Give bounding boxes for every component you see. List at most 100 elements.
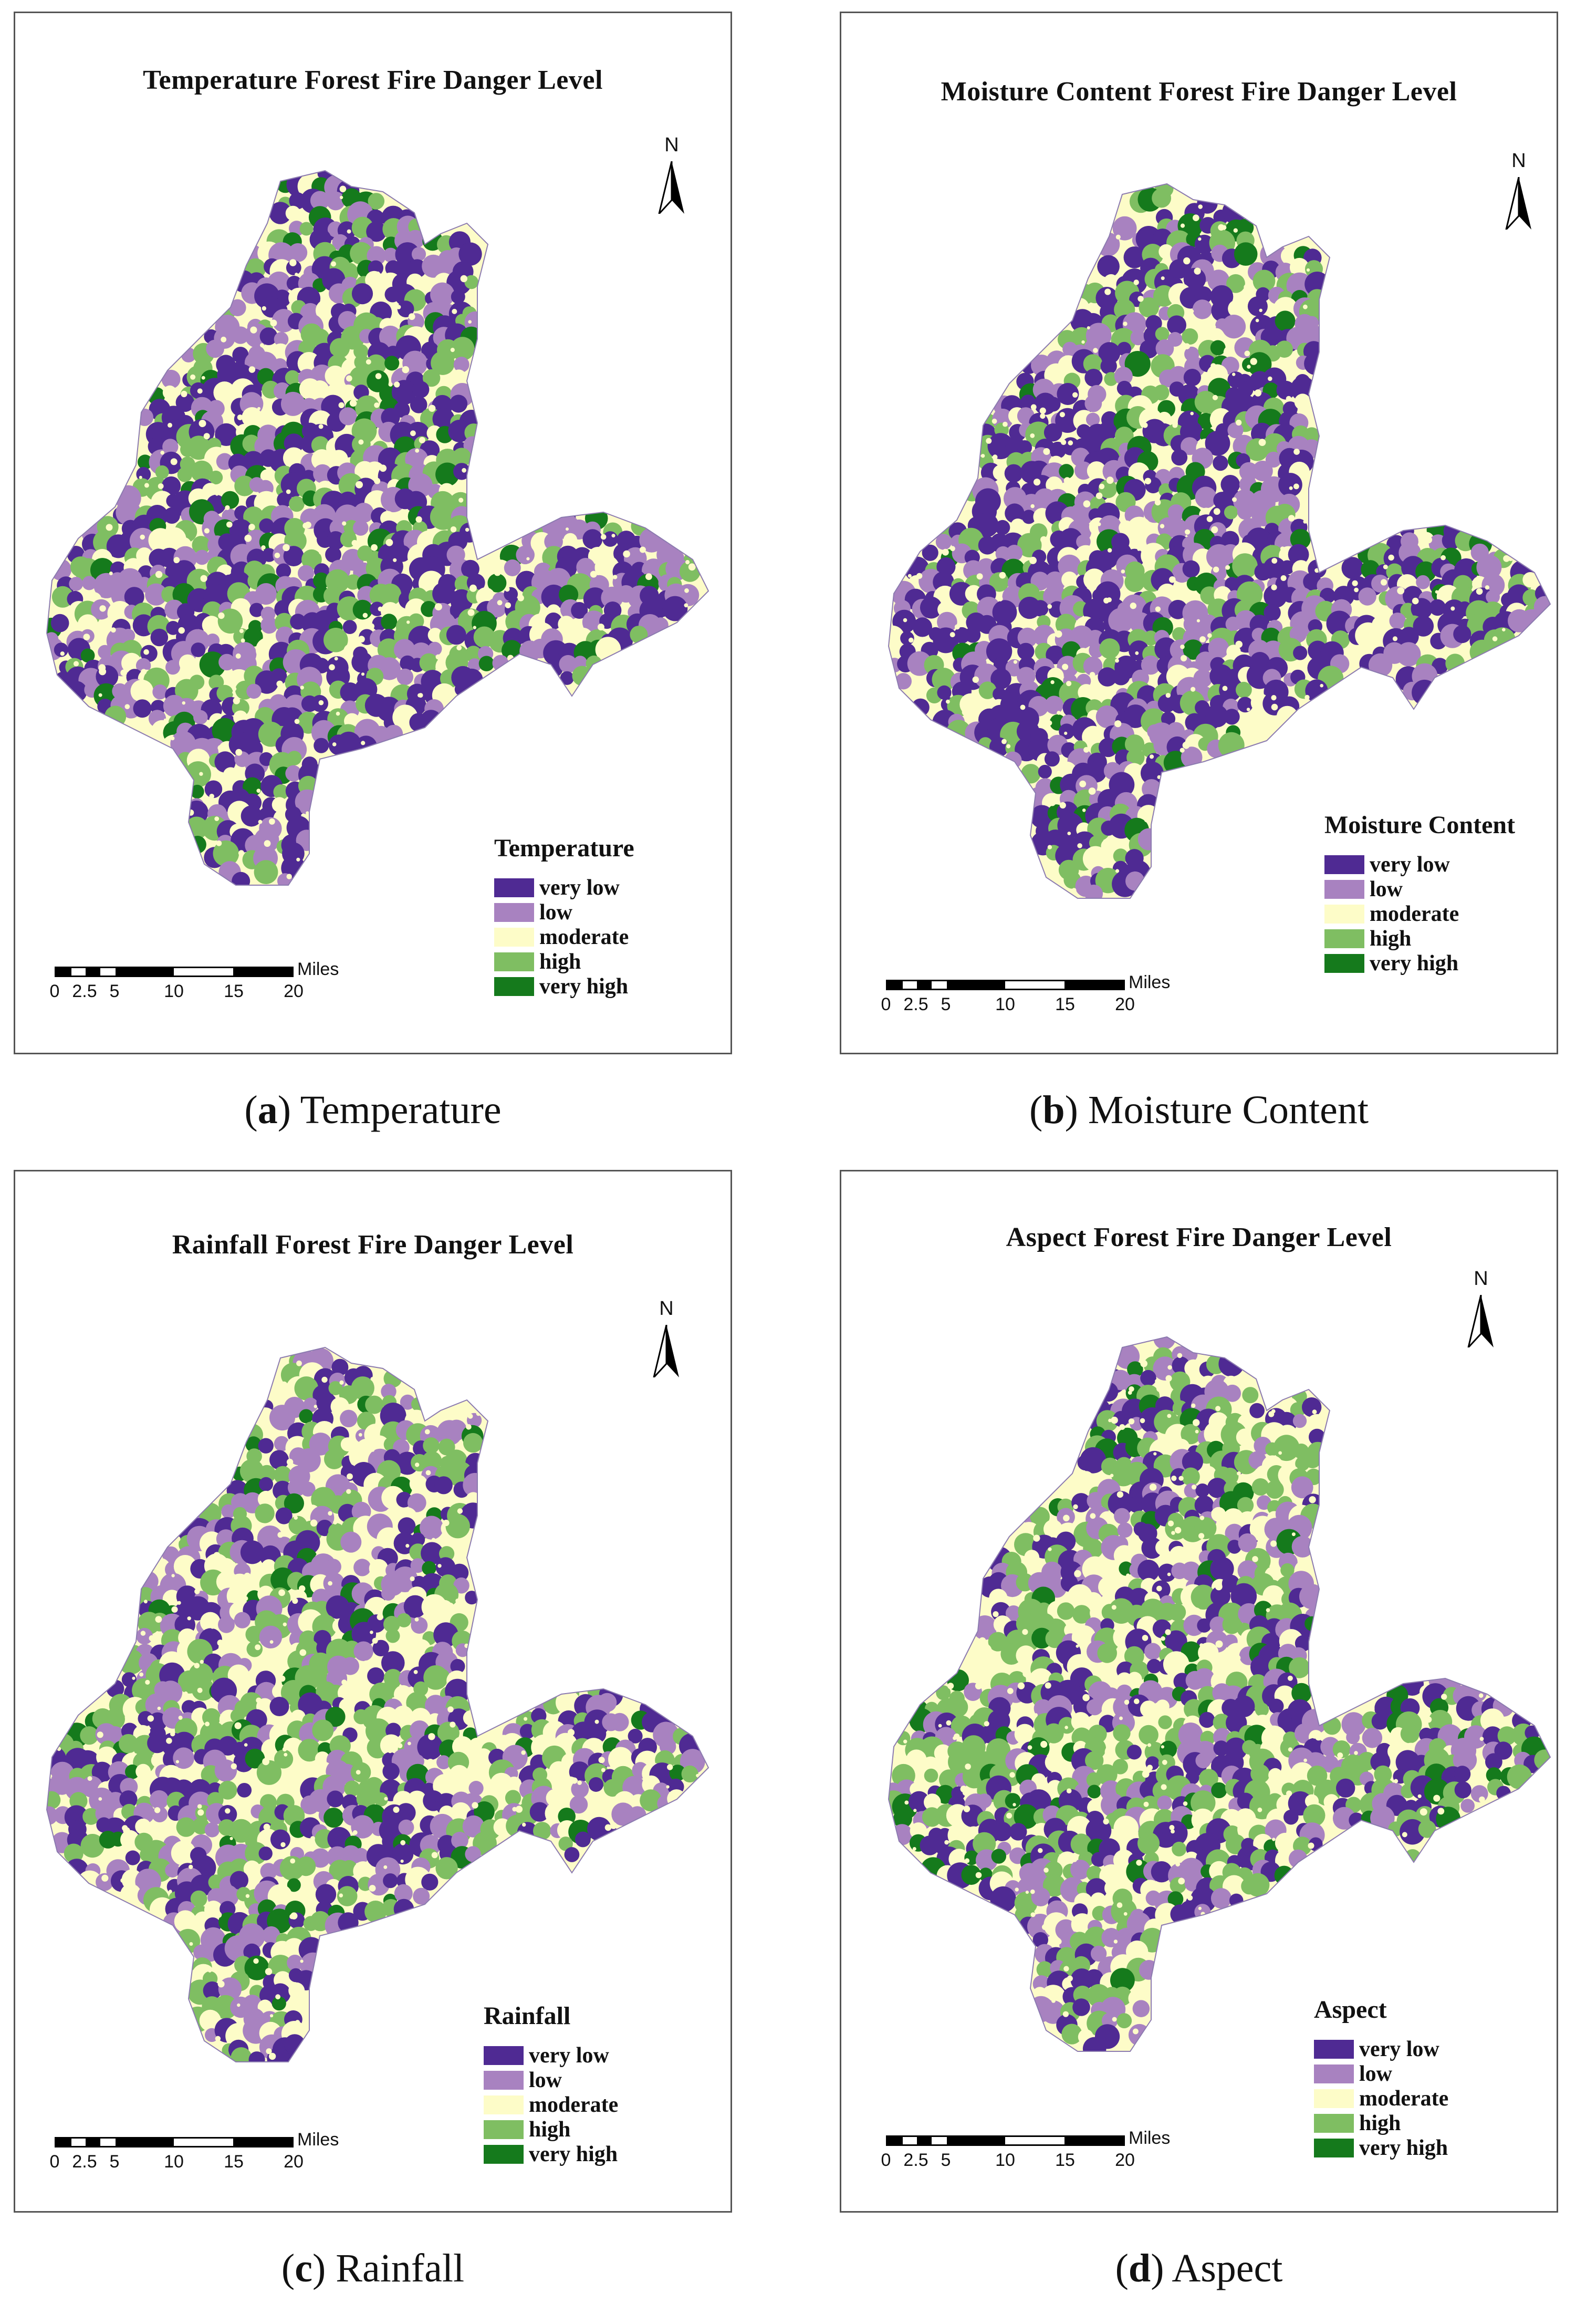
legend-label: high [529, 2117, 571, 2142]
map-title: Temperature Forest Fire Danger Level [143, 65, 603, 95]
legend-item: very low [1314, 2037, 1535, 2061]
legend-swatch [1314, 2089, 1354, 2108]
legend: Aspect very low low moderate high very high [1314, 1995, 1535, 2160]
legend: Temperature very low low moderate high very … [494, 834, 715, 999]
legend-label: high [539, 949, 581, 974]
scale-tick-label: 10 [164, 2152, 184, 2172]
scale-unit: Miles [297, 2130, 339, 2150]
scale-unit: Miles [1129, 2128, 1171, 2148]
study-area-boundary [888, 183, 1551, 899]
caption: (a) Temperature [244, 1088, 502, 1132]
map-panel-rainfall: Rainfall Forest Fire Danger Level N Rain… [14, 1170, 732, 2213]
danger-map-area [46, 1346, 709, 2062]
scale-tick-label: 20 [284, 2152, 304, 2172]
legend-item: low [1314, 2061, 1535, 2086]
scale-tick-label: 10 [995, 2150, 1015, 2170]
caption-letter: c [295, 2246, 312, 2290]
map-title: Moisture Content Forest Fire Danger Leve… [941, 77, 1457, 107]
legend-label: very low [529, 2043, 609, 2068]
legend-title: Temperature [494, 834, 634, 862]
north-label: N [1474, 1268, 1488, 1290]
legend-label: low [539, 900, 572, 925]
legend-label: very high [539, 974, 629, 999]
scale-tick-label: 0 [881, 2150, 891, 2170]
legend-item: moderate [484, 2092, 704, 2117]
scale-tick-label: 0 [49, 981, 60, 1001]
legend-title: Rainfall [484, 2002, 571, 2030]
legend-item: very high [484, 2142, 704, 2166]
danger-class-patches [889, 184, 1550, 898]
map-panel-moisture-content: Moisture Content Forest Fire Danger Leve… [840, 12, 1558, 1054]
scale-tick-label: 15 [224, 2152, 244, 2172]
caption-letter: d [1128, 2246, 1151, 2290]
legend-label: moderate [1359, 2086, 1449, 2111]
legend-items: very low low moderate high very high [1324, 852, 1545, 976]
scale-tick-label: 15 [1055, 2150, 1075, 2170]
scale-tick-label: 20 [1115, 994, 1135, 1014]
legend-swatch [484, 2144, 524, 2164]
legend-label: moderate [1370, 901, 1459, 926]
scale-bar: Miles 0 2.5 5 10 15 20 [881, 2128, 1171, 2183]
legend-title: Aspect [1314, 1996, 1387, 2024]
legend: Moisture Content very low low moderate high… [1324, 811, 1545, 976]
map-panel-temperature: Temperature Forest Fire Danger Level N T… [14, 12, 732, 1054]
legend-item: very high [494, 974, 715, 999]
scale-tick-label: 10 [164, 981, 184, 1001]
legend-item: moderate [494, 925, 715, 949]
legend-swatch [484, 2046, 524, 2065]
scale-unit: Miles [1129, 972, 1171, 992]
legend-swatch [1324, 879, 1364, 899]
legend-label: high [1359, 2111, 1401, 2135]
legend-label: low [529, 2068, 562, 2092]
north-label: N [664, 134, 679, 156]
legend-item: high [1314, 2111, 1535, 2135]
study-area-boundary [46, 1346, 709, 2062]
legend-label: very high [529, 2142, 618, 2166]
legend-swatch [494, 952, 534, 971]
scale-segments [55, 2137, 294, 2147]
map-title: Aspect Forest Fire Danger Level [1006, 1222, 1392, 1252]
scale-tick-label: 2.5 [72, 981, 97, 1001]
legend-item: very high [1314, 2135, 1535, 2160]
study-area-boundary [888, 1336, 1551, 2052]
legend-swatch [484, 2070, 524, 2090]
legend-item: very low [1324, 852, 1545, 877]
scale-segments [886, 2135, 1125, 2146]
legend-item: low [484, 2068, 704, 2092]
caption: (c) Rainfall [281, 2246, 465, 2290]
north-arrow-icon: N [651, 134, 693, 218]
caption: (b) Moisture Content [1029, 1088, 1369, 1132]
legend-label: high [1370, 926, 1412, 951]
scale-tick-label: 2.5 [903, 994, 928, 1014]
map-panel-aspect: Aspect Forest Fire Danger Level N Aspect… [840, 1170, 1558, 2213]
scale-tick-label: 5 [941, 2150, 951, 2170]
legend-item: very low [494, 875, 715, 900]
danger-map-area [888, 183, 1551, 899]
caption-text: Rainfall [336, 2246, 465, 2290]
scale-tick-label: 15 [1055, 994, 1075, 1014]
legend-label: moderate [529, 2092, 619, 2117]
legend-label: very high [1359, 2135, 1448, 2160]
legend-item: very low [484, 2043, 704, 2068]
legend-item: high [484, 2117, 704, 2142]
legend-item: low [1324, 877, 1545, 901]
legend-item: high [1324, 926, 1545, 951]
caption-letter: a [257, 1088, 278, 1132]
caption-text: Moisture Content [1088, 1088, 1369, 1132]
caption: (d) Aspect [1115, 2246, 1283, 2290]
legend-label: low [1359, 2061, 1392, 2086]
legend-swatch [484, 2095, 524, 2114]
scale-bar: Miles 0 2.5 5 10 15 20 [50, 959, 339, 1014]
legend-label: low [1370, 877, 1403, 901]
legend-items: very low low moderate high very high [494, 875, 715, 999]
north-arrow-icon: N [1460, 1268, 1502, 1352]
legend-label: moderate [539, 925, 629, 949]
legend-swatch [1314, 2113, 1354, 2133]
scale-unit: Miles [297, 959, 339, 979]
legend-swatch [494, 902, 534, 922]
north-arrow-icon: N [645, 1298, 687, 1382]
scale-tick-label: 10 [995, 994, 1015, 1014]
legend-item: moderate [1324, 901, 1545, 926]
scale-tick-label: 2.5 [72, 2152, 97, 2172]
legend-title: Moisture Content [1324, 811, 1516, 839]
